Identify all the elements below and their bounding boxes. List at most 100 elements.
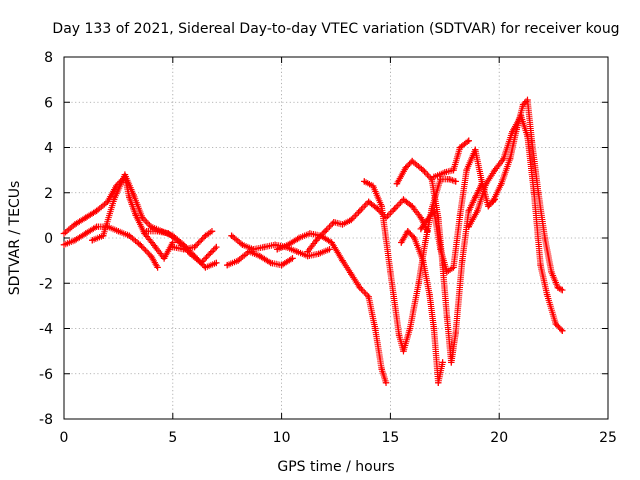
data-point <box>404 228 412 235</box>
data-point <box>489 198 496 205</box>
data-point <box>419 257 427 264</box>
x-tick-label: 10 <box>273 430 291 446</box>
data-point <box>208 248 216 255</box>
data-point <box>393 180 401 187</box>
data-point <box>524 96 531 104</box>
data-point <box>143 228 150 235</box>
data-point <box>176 239 183 246</box>
data-series <box>60 96 566 386</box>
y-tick-label: -8 <box>39 412 53 428</box>
data-point <box>60 241 68 248</box>
data-point <box>426 291 433 298</box>
data-point <box>361 178 368 185</box>
data-point <box>110 196 118 203</box>
data-point <box>267 259 274 267</box>
series-track-10 <box>361 175 459 355</box>
data-point <box>450 264 457 271</box>
x-tick-label: 20 <box>490 430 508 446</box>
data-point <box>506 155 514 163</box>
data-point <box>443 268 451 276</box>
y-tick-label: 6 <box>44 95 53 111</box>
data-point <box>552 320 559 328</box>
data-point <box>491 166 499 174</box>
data-point <box>411 234 418 242</box>
data-point <box>169 243 176 251</box>
data-point <box>197 259 205 267</box>
data-point <box>71 221 79 228</box>
marker-trail <box>60 223 161 271</box>
marker-trail <box>274 230 390 386</box>
data-point <box>430 207 438 215</box>
data-point <box>356 284 364 291</box>
data-point <box>121 171 129 178</box>
data-point <box>152 243 159 251</box>
data-point <box>408 157 416 165</box>
data-point <box>228 232 235 239</box>
data-point <box>435 379 442 386</box>
series-track-12 <box>398 228 446 386</box>
y-axis-label: SDTVAR / TECUs <box>7 181 23 296</box>
y-tick-label: -2 <box>39 276 53 292</box>
data-point <box>224 261 231 269</box>
data-point <box>187 250 194 258</box>
data-point <box>543 291 551 298</box>
data-point <box>306 230 314 237</box>
data-point <box>559 286 566 294</box>
data-point <box>535 189 542 196</box>
data-point <box>435 214 442 221</box>
data-point <box>537 261 544 269</box>
series-track-16 <box>489 96 566 294</box>
data-point <box>202 232 209 239</box>
data-point <box>339 221 346 228</box>
series-track-15 <box>465 112 566 334</box>
data-point <box>130 191 137 199</box>
series-track-6 <box>224 248 296 269</box>
data-point <box>126 232 133 239</box>
data-point <box>395 332 403 339</box>
data-point <box>500 155 507 163</box>
data-point <box>284 241 292 248</box>
data-point <box>260 243 268 251</box>
data-point <box>419 166 427 174</box>
data-point <box>408 203 416 210</box>
data-point <box>365 198 372 205</box>
data-point <box>441 169 448 176</box>
data-point <box>99 232 107 239</box>
data-point <box>234 257 242 264</box>
data-point <box>459 257 466 264</box>
data-point <box>424 216 431 224</box>
series-track-3 <box>89 171 220 271</box>
data-point <box>239 241 246 248</box>
data-point <box>147 252 155 260</box>
marker-trail <box>465 112 566 334</box>
data-point <box>382 379 390 386</box>
data-point <box>465 207 472 215</box>
grid <box>64 57 608 419</box>
data-point <box>439 359 446 366</box>
data-point <box>430 325 438 332</box>
data-point <box>202 264 209 271</box>
data-point <box>450 166 457 174</box>
data-point <box>478 178 485 185</box>
data-point <box>437 246 444 253</box>
y-tick-label: 0 <box>44 231 53 247</box>
data-point <box>402 164 409 172</box>
data-point <box>371 325 379 332</box>
data-point <box>400 347 407 355</box>
data-point <box>548 268 555 276</box>
x-tick-label: 0 <box>60 430 69 446</box>
data-point <box>154 228 161 235</box>
data-point <box>160 255 168 262</box>
data-point <box>443 313 451 321</box>
x-tick-label: 5 <box>168 430 177 446</box>
data-point <box>398 239 405 246</box>
x-axis-label: GPS time / hours <box>277 459 394 475</box>
data-point <box>465 137 472 144</box>
y-tick-label: -6 <box>39 367 53 383</box>
data-point <box>271 241 279 248</box>
data-point <box>415 280 422 287</box>
data-point <box>448 359 455 366</box>
data-point <box>519 101 527 108</box>
data-point <box>139 214 146 221</box>
data-point <box>356 207 364 215</box>
